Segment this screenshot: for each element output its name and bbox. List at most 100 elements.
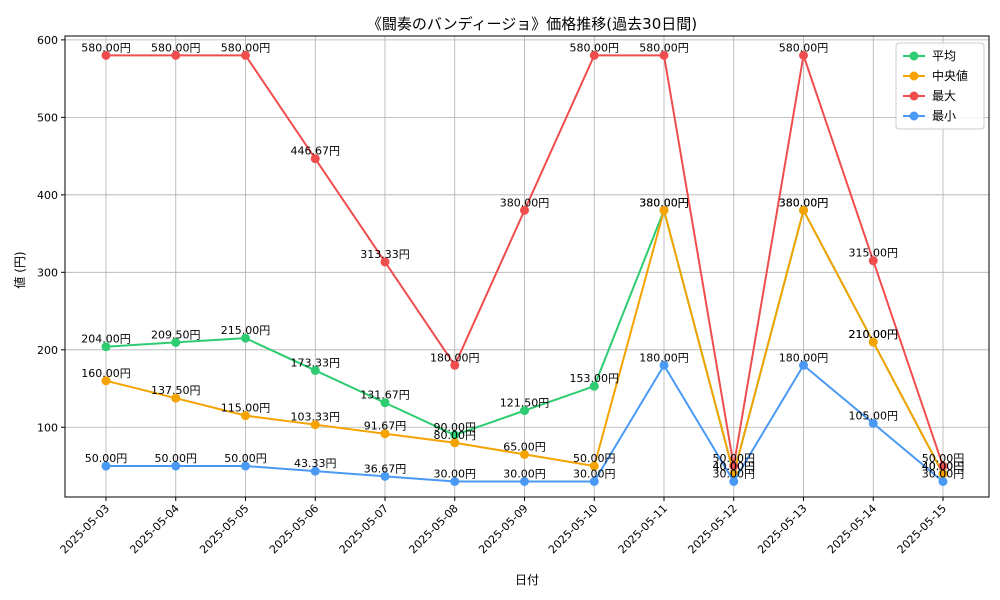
x-tick-label: 2025-05-10 bbox=[546, 502, 600, 556]
data-label: 36.67円 bbox=[364, 462, 407, 475]
data-point bbox=[589, 381, 599, 391]
data-point bbox=[868, 256, 878, 266]
grid bbox=[65, 36, 989, 497]
data-point bbox=[171, 337, 181, 347]
data-point bbox=[938, 461, 948, 471]
data-label: 40.00円 bbox=[922, 460, 965, 473]
data-point bbox=[171, 393, 181, 403]
data-label: 115.00円 bbox=[221, 402, 271, 415]
data-point bbox=[520, 449, 529, 459]
data-label: 80.00円 bbox=[434, 429, 477, 442]
data-point bbox=[380, 429, 390, 439]
data-point bbox=[659, 360, 669, 370]
data-point bbox=[520, 406, 529, 416]
data-point bbox=[799, 50, 808, 60]
data-point bbox=[450, 438, 460, 448]
data-point bbox=[101, 461, 111, 471]
data-label: 380.00円 bbox=[639, 196, 689, 209]
series-最大 bbox=[101, 50, 948, 471]
legend-label: 平均 bbox=[932, 49, 956, 63]
legend-marker bbox=[909, 91, 919, 101]
data-point bbox=[868, 418, 878, 428]
y-tick-label: 500 bbox=[37, 111, 58, 124]
data-label: 580.00円 bbox=[151, 41, 201, 54]
x-tick-label: 2025-05-12 bbox=[685, 502, 739, 556]
series-最小 bbox=[101, 360, 948, 487]
data-label: 580.00円 bbox=[639, 41, 689, 54]
data-label: 30.00円 bbox=[713, 468, 756, 481]
x-tick-label: 2025-05-14 bbox=[825, 502, 879, 556]
chart-title: 《闘奏のバンディージョ》価格推移(過去30日間) bbox=[367, 15, 697, 33]
legend-label: 最小 bbox=[932, 109, 956, 123]
data-point bbox=[938, 477, 948, 487]
series-layer bbox=[101, 50, 948, 487]
legend-marker bbox=[909, 111, 919, 121]
data-point bbox=[171, 461, 181, 471]
data-label: 153.00円 bbox=[570, 372, 620, 385]
x-tick-label: 2025-05-05 bbox=[197, 502, 251, 556]
y-axis-label: 値 (円) bbox=[12, 251, 27, 288]
data-label: 215.00円 bbox=[221, 324, 271, 337]
data-label: 204.00円 bbox=[81, 333, 131, 346]
data-point bbox=[310, 365, 320, 375]
data-label: 40.00円 bbox=[713, 460, 756, 473]
legend-label: 中央値 bbox=[932, 68, 968, 83]
data-label: 180.00円 bbox=[639, 351, 689, 364]
data-label: 50.00円 bbox=[224, 452, 267, 465]
y-tick-label: 100 bbox=[37, 421, 58, 434]
legend-box bbox=[895, 42, 985, 130]
legend-label: 最大 bbox=[932, 89, 956, 103]
data-point bbox=[450, 360, 460, 370]
x-tick-label: 2025-05-03 bbox=[58, 502, 112, 556]
data-label: 446.67円 bbox=[291, 145, 341, 158]
data-label: 91.67円 bbox=[364, 420, 407, 433]
data-point bbox=[589, 50, 599, 60]
legend-item: 最大 bbox=[903, 89, 956, 103]
data-label: 380.00円 bbox=[639, 196, 689, 209]
legend-marker bbox=[909, 71, 919, 81]
data-label: 580.00円 bbox=[221, 41, 271, 54]
data-label: 50.00円 bbox=[155, 452, 198, 465]
x-tick-label: 2025-05-09 bbox=[476, 502, 530, 556]
series-中央値 bbox=[101, 205, 948, 479]
data-point bbox=[380, 257, 390, 267]
data-point bbox=[101, 342, 111, 352]
data-label: 30.00円 bbox=[573, 468, 616, 481]
data-label: 50.00円 bbox=[85, 452, 128, 465]
data-point bbox=[380, 471, 390, 481]
data-label: 121.50円 bbox=[500, 397, 550, 410]
x-tick-label: 2025-05-06 bbox=[267, 502, 321, 556]
legend-item: 最小 bbox=[903, 109, 956, 123]
data-point bbox=[101, 50, 111, 60]
data-label: 173.33円 bbox=[291, 356, 341, 369]
data-point bbox=[380, 398, 390, 408]
data-label: 160.00円 bbox=[81, 367, 131, 380]
legend-marker bbox=[909, 51, 919, 61]
data-label: 50.00円 bbox=[713, 452, 756, 465]
data-label: 40.00円 bbox=[713, 460, 756, 473]
data-point bbox=[520, 477, 529, 487]
x-axis-label: 日付 bbox=[515, 573, 539, 587]
data-point bbox=[241, 461, 250, 471]
x-tick-label: 2025-05-13 bbox=[755, 502, 809, 556]
y-tick-label: 600 bbox=[37, 34, 58, 47]
y-tick-label: 200 bbox=[37, 344, 58, 357]
data-label: 131.67円 bbox=[360, 389, 410, 402]
data-label: 50.00円 bbox=[922, 452, 965, 465]
data-label: 90.00円 bbox=[434, 421, 477, 434]
data-label: 43.33円 bbox=[294, 457, 337, 470]
data-point bbox=[450, 430, 460, 440]
data-label: 65.00円 bbox=[503, 440, 546, 453]
data-point bbox=[241, 333, 250, 343]
data-point bbox=[659, 205, 669, 215]
data-label: 50.00円 bbox=[573, 452, 616, 465]
data-point bbox=[450, 477, 460, 487]
data-point bbox=[310, 466, 320, 476]
data-label: 180.00円 bbox=[779, 351, 829, 364]
data-point bbox=[868, 337, 878, 347]
legend-item: 中央値 bbox=[903, 68, 968, 83]
data-point bbox=[310, 420, 320, 430]
data-point bbox=[799, 360, 808, 370]
